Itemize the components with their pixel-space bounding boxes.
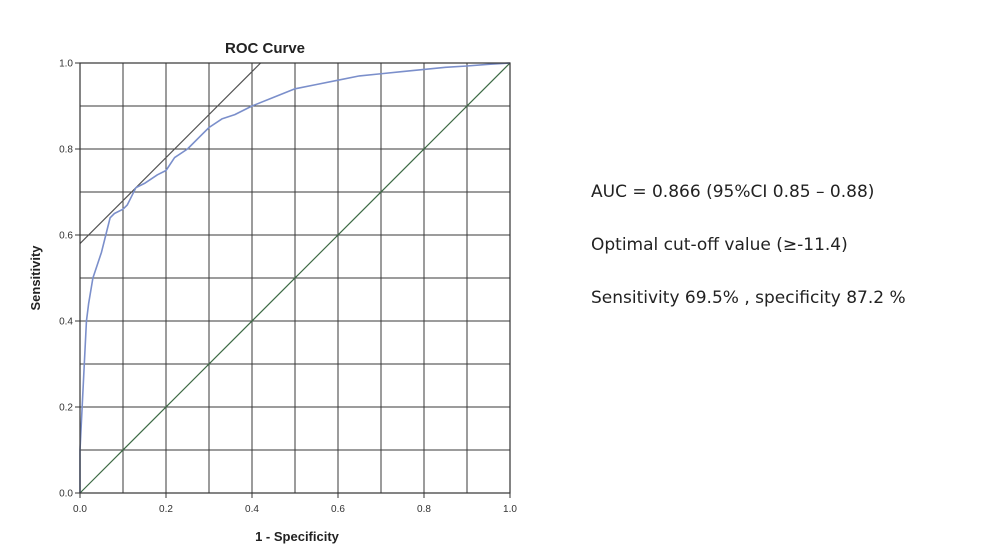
y-axis-label: Sensitivity <box>28 245 43 311</box>
y-tick-label: 0.4 <box>59 317 73 328</box>
y-axis-ticks: 0.0 0.2 0.4 0.6 0.8 1.0 <box>59 59 80 500</box>
grid-lines <box>80 63 510 493</box>
y-tick-label: 1.0 <box>59 59 73 70</box>
x-axis-ticks: 0.0 0.2 0.4 0.6 0.8 1.0 <box>73 493 517 515</box>
x-tick-label: 0.2 <box>159 504 173 515</box>
y-tick-label: 0.6 <box>59 231 73 242</box>
x-tick-label: 0.8 <box>417 504 431 515</box>
y-tick-label: 0.2 <box>59 403 73 414</box>
sensitivity-specificity-text: Sensitivity 69.5% , specificity 87.2 % <box>591 288 906 308</box>
x-tick-label: 0.0 <box>73 504 87 515</box>
chart-title: ROC Curve <box>225 40 305 57</box>
x-tick-label: 0.6 <box>331 504 345 515</box>
x-tick-label: 1.0 <box>503 504 517 515</box>
annotation-panel: AUC = 0.866 (95%CI 0.85 – 0.88) Optimal … <box>591 178 991 337</box>
roc-curve <box>79 62 511 493</box>
x-tick-label: 0.4 <box>245 504 259 515</box>
tangent-line-path <box>79 62 262 245</box>
y-tick-label: 0.0 <box>59 489 73 500</box>
x-axis-label: 1 - Specificity <box>255 529 340 544</box>
roc-chart: 0.0 0.2 0.4 0.6 0.8 1.0 0.0 0.2 0.4 0.6 0.8 1.0 RO… <box>28 40 517 544</box>
cutoff-text: Optimal cut-off value (≥-11.4) <box>591 235 848 255</box>
tangent-line <box>79 62 262 245</box>
y-tick-label: 0.8 <box>59 145 73 156</box>
reference-line <box>79 62 511 494</box>
plot-frame <box>79 62 511 494</box>
roc-curve-line <box>79 62 511 493</box>
auc-text: AUC = 0.866 (95%CI 0.85 – 0.88) <box>591 182 875 202</box>
reference-diagonal-line <box>79 62 511 494</box>
